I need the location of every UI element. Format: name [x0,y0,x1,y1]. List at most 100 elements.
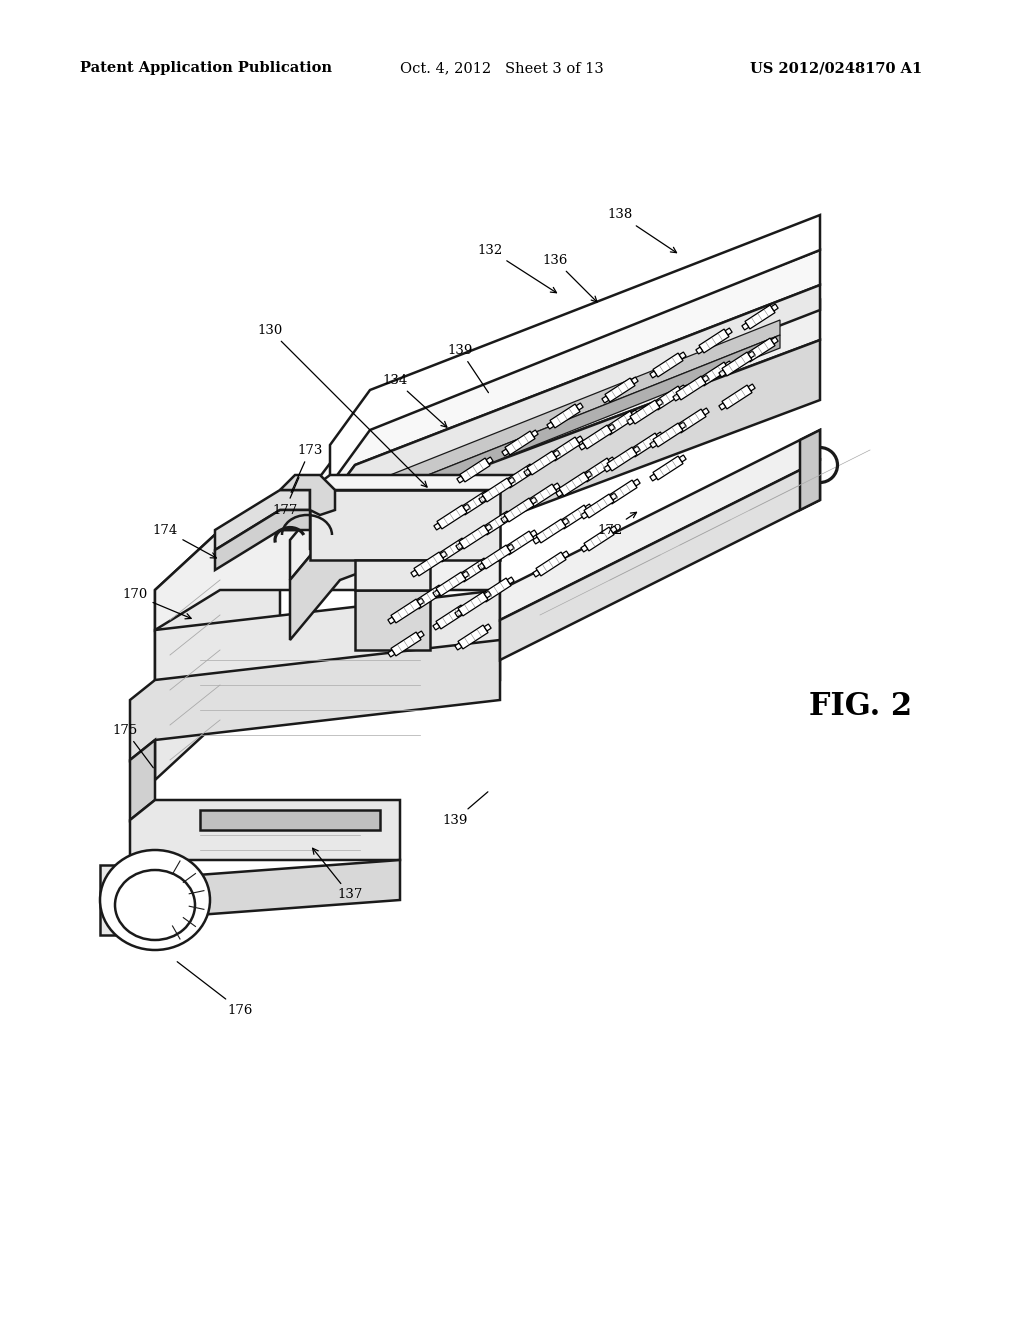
Polygon shape [741,356,749,363]
Polygon shape [630,433,660,457]
Polygon shape [696,380,702,387]
Polygon shape [440,550,447,558]
Polygon shape [745,305,775,329]
Polygon shape [582,425,612,449]
Polygon shape [130,861,400,920]
Polygon shape [482,478,512,502]
Polygon shape [556,523,563,531]
Polygon shape [650,441,656,447]
Polygon shape [459,525,489,549]
Polygon shape [586,504,592,511]
Polygon shape [745,338,775,362]
Polygon shape [547,422,554,429]
Polygon shape [355,590,430,649]
Polygon shape [436,572,466,595]
Polygon shape [610,525,617,533]
Polygon shape [536,552,566,576]
Polygon shape [547,455,554,462]
Polygon shape [460,458,490,482]
Polygon shape [524,469,530,477]
Polygon shape [559,473,589,496]
Polygon shape [130,640,500,760]
Polygon shape [502,449,509,455]
Polygon shape [630,400,660,424]
Polygon shape [679,352,686,359]
Polygon shape [505,432,535,455]
Polygon shape [650,371,656,378]
Polygon shape [433,590,439,597]
Polygon shape [586,471,592,478]
Polygon shape [605,378,635,403]
Polygon shape [530,498,538,504]
Polygon shape [608,457,615,463]
Polygon shape [411,570,418,577]
Text: 130: 130 [257,323,427,487]
Polygon shape [417,631,424,638]
Polygon shape [310,490,500,560]
Polygon shape [462,605,469,611]
Polygon shape [501,549,508,556]
Polygon shape [507,544,514,550]
Text: 172: 172 [597,512,637,536]
Polygon shape [433,623,439,630]
Polygon shape [607,447,637,471]
Polygon shape [562,517,569,525]
Polygon shape [679,385,686,392]
Polygon shape [484,591,492,598]
Polygon shape [604,498,610,506]
Polygon shape [602,396,609,403]
Text: 177: 177 [272,478,299,516]
Polygon shape [771,337,778,345]
Text: 138: 138 [607,209,677,252]
Polygon shape [414,585,444,609]
Polygon shape [457,477,464,483]
Polygon shape [456,543,463,550]
Text: US 2012/0248170 A1: US 2012/0248170 A1 [750,61,923,75]
Polygon shape [500,430,820,620]
Polygon shape [653,422,683,447]
Polygon shape [434,523,440,531]
Polygon shape [310,249,820,525]
Polygon shape [436,605,466,628]
Polygon shape [610,492,617,500]
Text: 139: 139 [442,792,487,826]
Polygon shape [653,385,683,411]
Polygon shape [478,597,484,603]
Polygon shape [602,429,609,436]
Polygon shape [650,404,656,411]
Polygon shape [458,593,488,616]
Polygon shape [679,422,686,429]
Polygon shape [485,557,493,564]
Polygon shape [676,376,706,400]
Text: 176: 176 [177,962,253,1016]
Polygon shape [437,506,467,529]
Polygon shape [463,504,470,511]
Polygon shape [577,403,583,411]
Polygon shape [550,437,580,461]
Text: 173: 173 [291,444,323,492]
Polygon shape [725,360,732,368]
Polygon shape [696,347,702,354]
Polygon shape [530,531,538,537]
Polygon shape [553,450,560,457]
Polygon shape [481,545,511,569]
Polygon shape [310,475,520,490]
Polygon shape [607,480,637,504]
Polygon shape [699,329,729,352]
Polygon shape [627,418,634,425]
Polygon shape [485,524,493,531]
Polygon shape [633,479,640,486]
Polygon shape [719,403,726,411]
Polygon shape [330,215,820,484]
Polygon shape [130,741,155,820]
Polygon shape [455,610,462,616]
Polygon shape [479,496,485,503]
Polygon shape [532,570,540,577]
Polygon shape [581,512,588,519]
Polygon shape [656,432,664,440]
Ellipse shape [115,870,195,940]
Polygon shape [725,327,732,335]
Polygon shape [653,455,683,480]
Polygon shape [527,451,557,475]
Polygon shape [502,482,509,488]
